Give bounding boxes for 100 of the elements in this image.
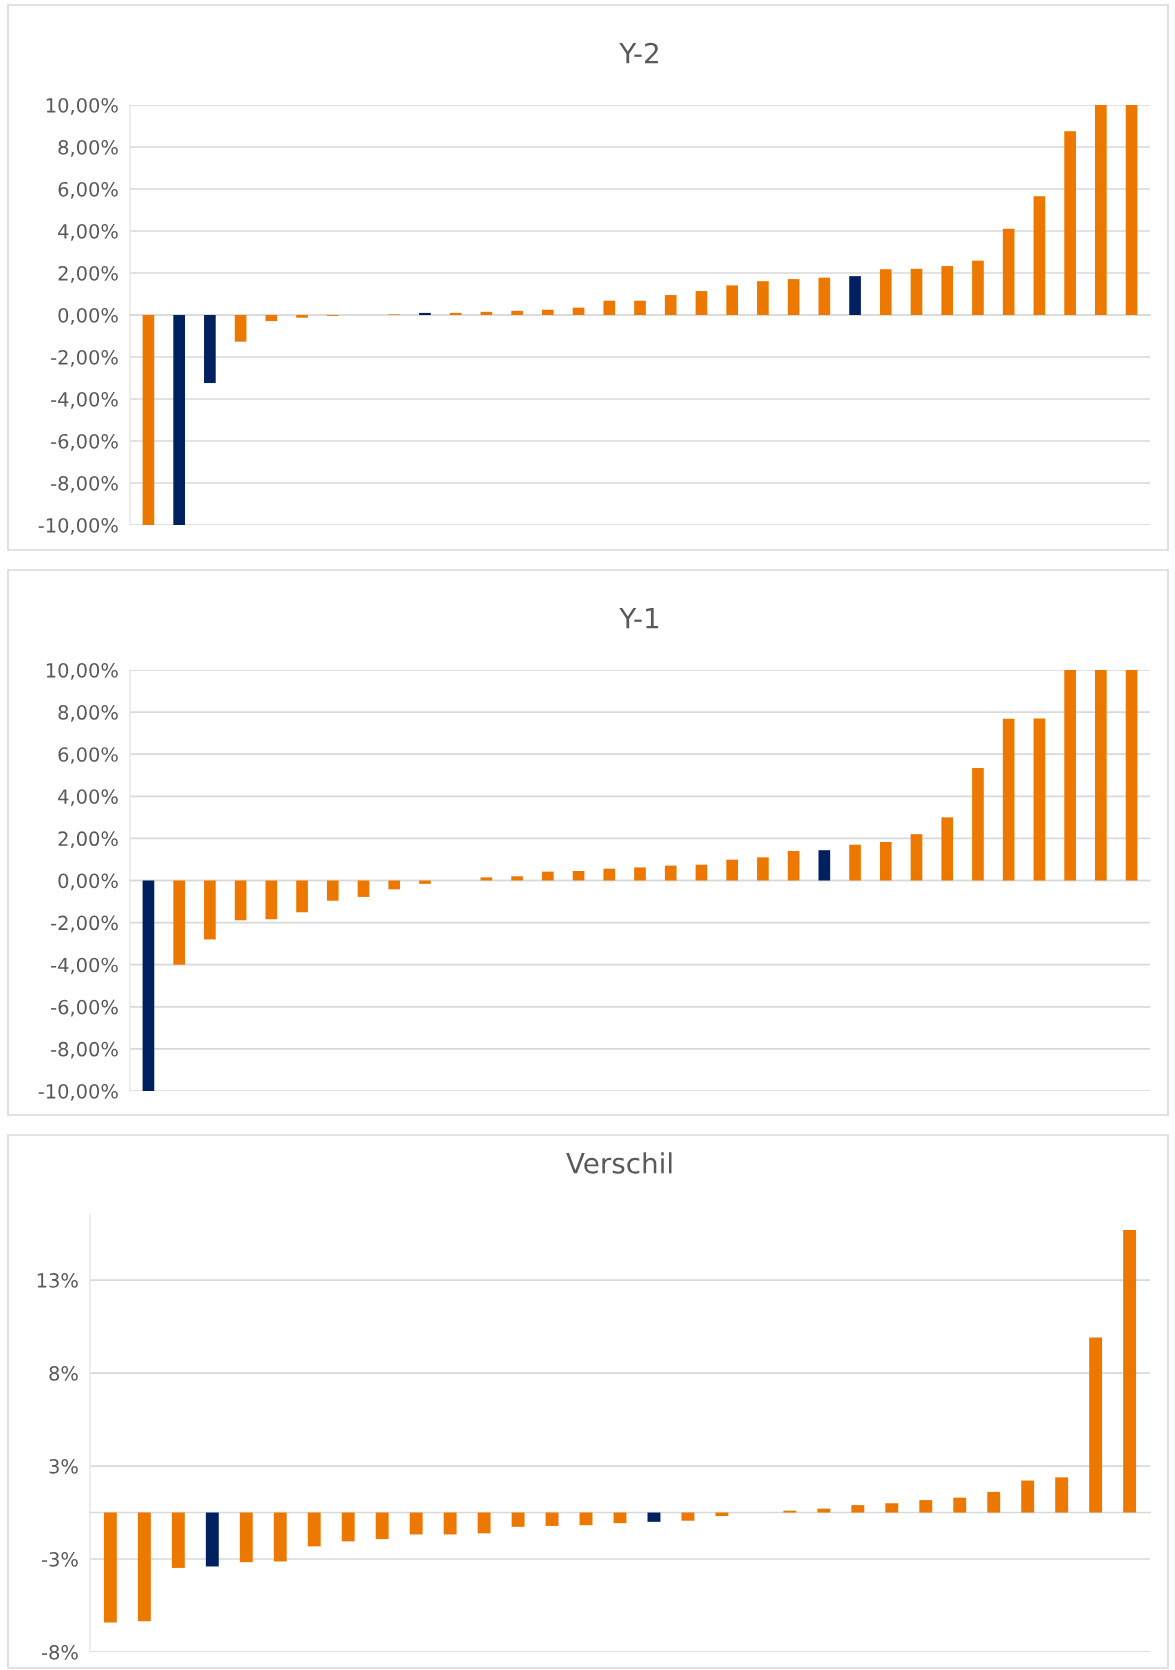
bar [357,880,370,897]
bar [818,850,831,881]
bar [234,880,247,921]
bar [265,880,278,920]
bar [375,1512,389,1540]
bar [664,295,677,315]
y-tick-label: 3% [49,1459,78,1474]
bar [1055,1477,1069,1513]
y-tick-label: 4,00% [58,789,118,806]
y-tick-label: 2,00% [58,265,118,283]
bar [953,1497,967,1513]
bar [726,285,739,315]
bar [726,859,739,881]
bar [204,315,216,384]
bar [851,1505,865,1513]
y-tick-label: -4,00% [51,391,118,409]
bar [1123,1229,1137,1513]
bar [910,268,923,315]
bar [326,880,339,901]
bar [173,880,185,965]
y-tick-label: 4,00% [58,223,118,241]
bar [972,260,984,315]
bar [419,880,431,884]
bar [541,309,554,315]
bar [511,310,523,315]
bar [173,315,185,525]
bar [879,269,892,315]
y-tick-label: -3% [41,1551,78,1567]
y-tick-label: -2,00% [51,349,118,367]
bar [1002,228,1015,315]
y-tick-label: 0,00% [58,307,118,325]
bar [664,865,677,881]
bar [204,880,216,940]
bar [273,1512,287,1562]
y-tick-label: 10,00% [46,662,118,680]
bar [919,1500,933,1513]
bar [205,1512,219,1567]
y-tick-label: -8,00% [51,1041,118,1059]
bar [1089,1337,1103,1513]
bar [419,312,431,315]
y-tick-label: -6,00% [51,999,118,1017]
bar [757,281,769,315]
bar [695,291,708,315]
bar [1095,105,1107,315]
bar [1095,670,1107,881]
y-tick-label: -10,00% [38,1083,118,1101]
bar [634,867,646,881]
bar [409,1512,423,1535]
bar [695,864,708,881]
bar [987,1491,1001,1513]
bar [787,851,800,881]
bar [572,307,585,315]
bar [142,880,155,1091]
chart-title: Y-1 [619,608,659,629]
y-tick-label: 6,00% [58,747,118,764]
bar [572,871,585,881]
y-tick-label: -6,00% [51,433,118,451]
bar [239,1512,253,1563]
bar [1125,670,1138,881]
y-tick-label: 10,00% [46,97,118,115]
chart-title: Verschil [566,1152,672,1174]
bar [265,315,278,322]
bar [511,1512,525,1527]
bar [388,880,401,890]
bar [296,315,308,318]
y-tick-label: 13% [37,1273,78,1288]
bar [142,315,155,525]
bar [910,834,923,881]
y-tick-label: 8,00% [58,705,118,722]
bar [941,817,954,881]
y-tick-label: 8,00% [58,139,118,157]
bar [137,1512,151,1622]
bar [941,266,954,315]
bar [443,1512,457,1535]
bar [103,1512,117,1623]
y-tick-label: 2,00% [58,831,118,849]
bar [972,767,984,881]
y-tick-label: -8,00% [51,475,118,493]
bar [1033,718,1046,881]
y-tick-label: -8% [41,1644,78,1660]
bar [1002,718,1015,881]
y-tick-label: 8% [49,1366,78,1381]
bar [849,844,861,881]
bar [1033,196,1046,315]
bar [296,880,308,913]
chart-title: Y-2 [619,42,658,64]
bar [757,857,769,881]
y-tick-label: 6,00% [58,181,118,199]
bar [341,1512,355,1542]
bar [545,1512,559,1526]
bar [480,877,493,881]
bar [511,876,523,881]
bar [1064,670,1076,881]
bar [603,868,616,881]
bar [1125,105,1138,315]
y-tick-label: 0,00% [58,873,118,891]
bar [171,1512,185,1568]
bar [477,1512,491,1534]
bar [817,1508,831,1513]
y-tick-label: -10,00% [38,517,118,535]
